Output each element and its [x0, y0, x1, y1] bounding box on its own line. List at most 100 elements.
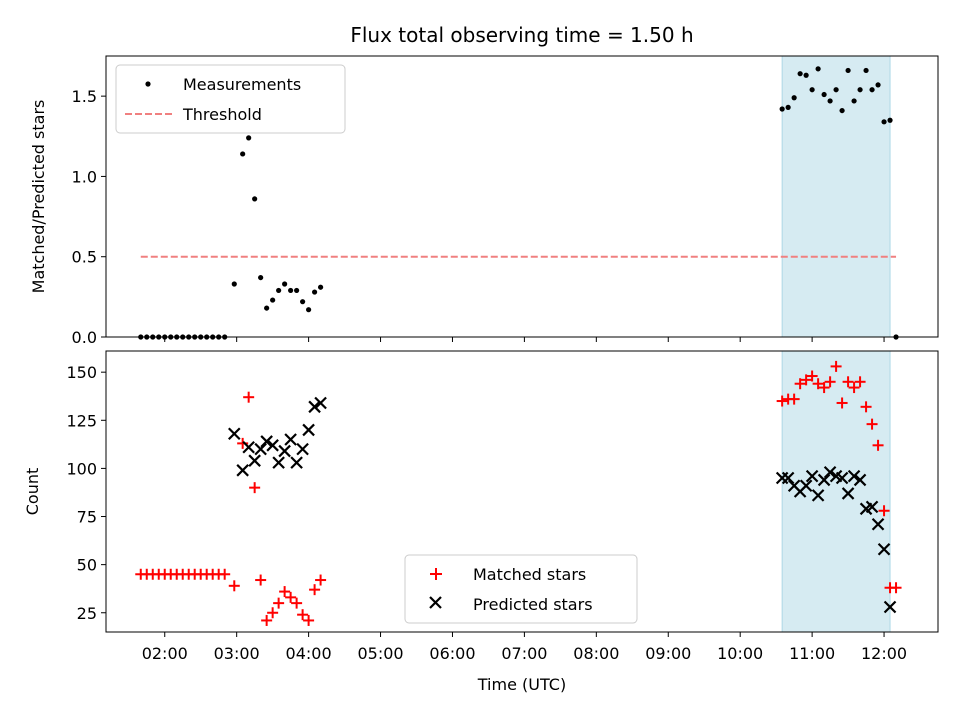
ratio-panel: 0.0 0.5 1.0 1.5 Matched/Predicted stars Mea…: [29, 55, 939, 347]
measurement-point: [240, 151, 246, 157]
predicted-star-point: [236, 464, 249, 477]
y-tick-label: 25: [77, 604, 97, 623]
matched-star-point: [878, 505, 890, 517]
predicted-star-point: [260, 435, 273, 448]
matched-star-point: [291, 597, 303, 609]
matched-star-point: [788, 393, 800, 405]
x-tick-label: 12:00: [861, 644, 907, 663]
predicted-star-point: [278, 444, 291, 458]
predicted-star-point: [781, 471, 795, 485]
measurement-point: [887, 117, 893, 123]
measurement-point: [869, 87, 875, 93]
matched-star-point: [273, 597, 285, 609]
matched-star-point: [872, 439, 884, 451]
predicted-star-point: [248, 454, 261, 467]
predicted-star-point: [835, 471, 849, 485]
matched-star-point: [285, 591, 297, 603]
matched-star-point: [261, 614, 273, 626]
measurement-point: [875, 82, 881, 88]
y-tick-label: 150: [66, 363, 97, 382]
matched-star-point: [279, 586, 291, 598]
measurement-point: [288, 287, 294, 294]
x-tick-label: 11:00: [789, 644, 835, 663]
matched-star-point: [315, 574, 327, 586]
matched-star-point: [866, 418, 878, 430]
x-tick-label: 06:00: [429, 644, 475, 663]
predicted-star-point: [853, 473, 867, 487]
measurement-point: [276, 287, 282, 294]
predicted-star-point: [290, 456, 303, 469]
predicted-legend-label: Predicted stars: [473, 595, 593, 614]
measurement-point: [785, 104, 791, 110]
count-legend-box: [404, 554, 638, 624]
matched-star-point: [848, 382, 860, 394]
measurement-point: [270, 297, 276, 303]
measurement-point: [252, 196, 258, 202]
matched-legend-label: Matched stars: [473, 565, 586, 584]
measurement-point: [791, 95, 797, 101]
predicted-legend-marker: [429, 596, 442, 609]
measurements-legend-label: Measurements: [183, 75, 301, 94]
count-y-axis-label: Count: [23, 468, 42, 516]
chart-title: Flux total observing time = 1.50 h: [350, 23, 693, 47]
measurement-point: [797, 71, 803, 77]
measurements-legend-marker: [145, 81, 151, 87]
matched-star-point: [309, 584, 321, 596]
y-tick-label: 0.5: [72, 248, 97, 267]
predicted-star-point: [799, 479, 813, 493]
matched-star-point: [836, 397, 848, 409]
ratio-panel-ticks: 0.0 0.5 1.0 1.5: [72, 87, 885, 347]
count-legend: Matched stars Predicted stars: [404, 554, 638, 624]
measurement-point: [851, 98, 857, 104]
y-tick-label: 125: [66, 411, 97, 430]
predicted-star-point: [314, 396, 327, 410]
measurement-point: [282, 281, 288, 287]
matched-star-point: [818, 382, 830, 394]
matched-star-point: [824, 376, 836, 388]
measurement-point: [779, 106, 785, 112]
predicted-star-point: [308, 400, 321, 414]
threshold-legend-label: Threshold: [182, 105, 262, 124]
matched-star-point: [854, 376, 866, 388]
matched-star-point: [776, 395, 788, 407]
measurement-point: [264, 305, 270, 311]
measurement-point: [821, 91, 827, 98]
x-tick-label: 10:00: [717, 644, 763, 663]
matched-legend-marker: [430, 568, 442, 580]
predicted-star-point: [877, 542, 891, 556]
predicted-star-point: [883, 600, 897, 614]
matched-star-point: [267, 607, 279, 619]
count-panel-ticks: 02:00 03:00 04:00 05:00 06:00 07:00 08:00 09:00…: [66, 363, 907, 663]
matched-star-point: [806, 370, 818, 382]
predicted-star-point: [823, 465, 837, 479]
matched-star-point: [830, 360, 842, 372]
measurement-point: [294, 287, 300, 294]
y-tick-label: 75: [77, 508, 97, 527]
measurement-point: [833, 87, 839, 93]
ratio-y-axis-label: Matched/Predicted stars: [29, 100, 48, 294]
measurement-point: [803, 72, 809, 78]
x-tick-label: 08:00: [573, 644, 619, 663]
predicted-star-point: [865, 500, 879, 514]
matched-star-point: [243, 391, 255, 403]
measurement-point: [809, 87, 815, 93]
y-tick-label: 0.0: [72, 328, 97, 347]
ratio-legend: Measurements Threshold: [115, 64, 346, 134]
predicted-star-point: [296, 442, 309, 456]
measurement-point: [311, 289, 318, 295]
count-panel-marks: [135, 360, 902, 626]
ratio-legend-box: [115, 64, 346, 134]
count-panel-frame: [105, 350, 939, 633]
measurement-point: [231, 281, 237, 287]
y-tick-label: 1.0: [72, 167, 97, 186]
x-tick-label: 09:00: [645, 644, 691, 663]
y-tick-label: 50: [77, 556, 97, 575]
x-tick-label: 07:00: [501, 644, 547, 663]
matched-star-point: [800, 374, 812, 386]
predicted-star-point: [871, 517, 885, 531]
x-tick-label: 02:00: [142, 644, 188, 663]
matched-star-point: [249, 482, 261, 494]
predicted-star-point: [847, 469, 861, 483]
predicted-star-point: [302, 423, 315, 437]
